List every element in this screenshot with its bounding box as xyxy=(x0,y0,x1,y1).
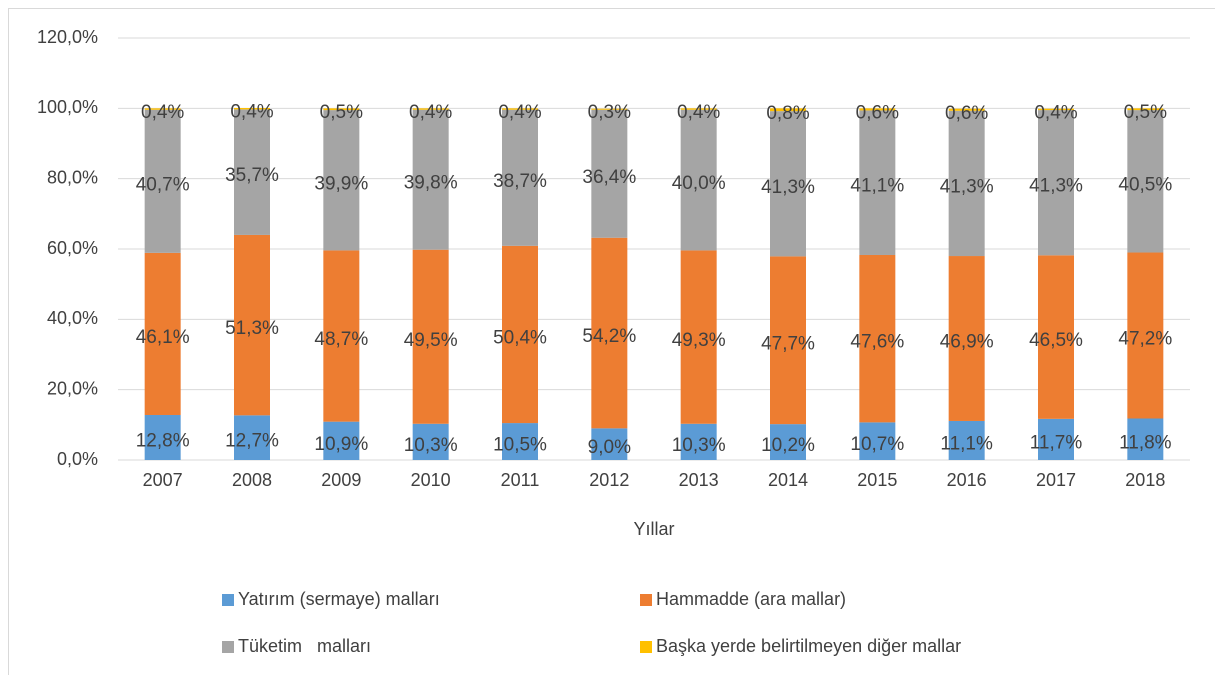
data-label: 36,4% xyxy=(582,167,636,188)
x-axis-title: Yıllar xyxy=(633,519,674,539)
data-label: 10,3% xyxy=(404,435,458,456)
data-label: 49,5% xyxy=(404,330,458,351)
y-tick-label: 20,0% xyxy=(47,378,98,398)
data-label: 10,2% xyxy=(761,435,815,456)
data-label: 47,6% xyxy=(850,332,904,353)
data-label: 48,7% xyxy=(314,329,368,350)
data-label: 0,4% xyxy=(141,102,184,123)
x-tick-label: 2010 xyxy=(411,470,451,490)
legend-label: Başka yerde belirtilmeyen diğer mallar xyxy=(656,636,961,656)
x-tick-label: 2012 xyxy=(589,470,629,490)
data-label: 41,3% xyxy=(1029,176,1083,197)
legend-label: Hammadde (ara mallar) xyxy=(656,589,846,609)
data-label: 46,5% xyxy=(1029,330,1083,351)
data-label: 47,7% xyxy=(761,333,815,354)
x-tick-label: 2014 xyxy=(768,470,808,490)
legend-swatch xyxy=(640,594,652,606)
data-label: 35,7% xyxy=(225,165,279,186)
x-tick-label: 2016 xyxy=(947,470,987,490)
y-tick-label: 120,0% xyxy=(37,27,98,47)
data-label: 0,4% xyxy=(230,102,273,123)
data-label: 50,4% xyxy=(493,327,547,348)
data-label: 12,8% xyxy=(136,431,190,452)
data-label: 51,3% xyxy=(225,318,279,339)
y-tick-label: 100,0% xyxy=(37,97,98,117)
data-label: 40,7% xyxy=(136,174,190,195)
data-label: 54,2% xyxy=(582,326,636,347)
y-tick-label: 0,0% xyxy=(57,449,98,469)
data-label: 39,8% xyxy=(404,173,458,194)
y-tick-label: 60,0% xyxy=(47,238,98,258)
data-label: 40,5% xyxy=(1118,174,1172,195)
data-label: 10,5% xyxy=(493,435,547,456)
y-tick-label: 80,0% xyxy=(47,167,98,187)
data-label: 10,9% xyxy=(314,434,368,455)
data-label: 11,1% xyxy=(940,433,993,454)
x-tick-label: 2009 xyxy=(321,470,361,490)
legend-label: Yatırım (sermaye) malları xyxy=(238,589,440,609)
data-label: 0,6% xyxy=(856,102,899,123)
data-label: 0,4% xyxy=(1034,102,1077,123)
data-label: 46,9% xyxy=(940,332,994,353)
data-label: 0,6% xyxy=(945,103,988,124)
data-label: 10,7% xyxy=(850,434,904,455)
x-tick-label: 2017 xyxy=(1036,470,1076,490)
x-tick-label: 2007 xyxy=(143,470,183,490)
x-tick-label: 2013 xyxy=(679,470,719,490)
data-label: 38,7% xyxy=(493,171,547,192)
data-label: 0,8% xyxy=(766,103,809,124)
data-label: 0,4% xyxy=(677,102,720,123)
data-label: 0,3% xyxy=(588,102,631,123)
data-label: 41,3% xyxy=(940,176,994,197)
legend-swatch xyxy=(222,641,234,653)
data-label: 0,5% xyxy=(1124,102,1167,123)
data-label: 0,4% xyxy=(409,102,452,123)
data-label: 12,7% xyxy=(225,431,279,452)
data-label: 11,8% xyxy=(1119,432,1172,453)
data-label: 39,9% xyxy=(314,173,368,194)
data-label: 47,2% xyxy=(1118,329,1172,350)
data-label: 40,0% xyxy=(672,173,726,194)
y-tick-label: 40,0% xyxy=(47,308,98,328)
data-label: 41,3% xyxy=(761,177,815,198)
legend-swatch xyxy=(640,641,652,653)
data-label: 11,7% xyxy=(1030,432,1083,453)
data-label: 49,3% xyxy=(672,330,726,351)
x-tick-label: 2015 xyxy=(857,470,897,490)
data-label: 46,1% xyxy=(136,327,190,348)
data-label: 0,4% xyxy=(498,102,541,123)
legend-label: Tüketim malları xyxy=(238,636,371,656)
data-label: 9,0% xyxy=(588,437,631,458)
legend-swatch xyxy=(222,594,234,606)
data-label: 0,5% xyxy=(320,102,363,123)
x-tick-label: 2011 xyxy=(501,470,540,490)
x-tick-label: 2018 xyxy=(1125,470,1165,490)
data-label: 41,1% xyxy=(850,176,904,197)
x-tick-label: 2008 xyxy=(232,470,272,490)
data-label: 10,3% xyxy=(672,435,726,456)
